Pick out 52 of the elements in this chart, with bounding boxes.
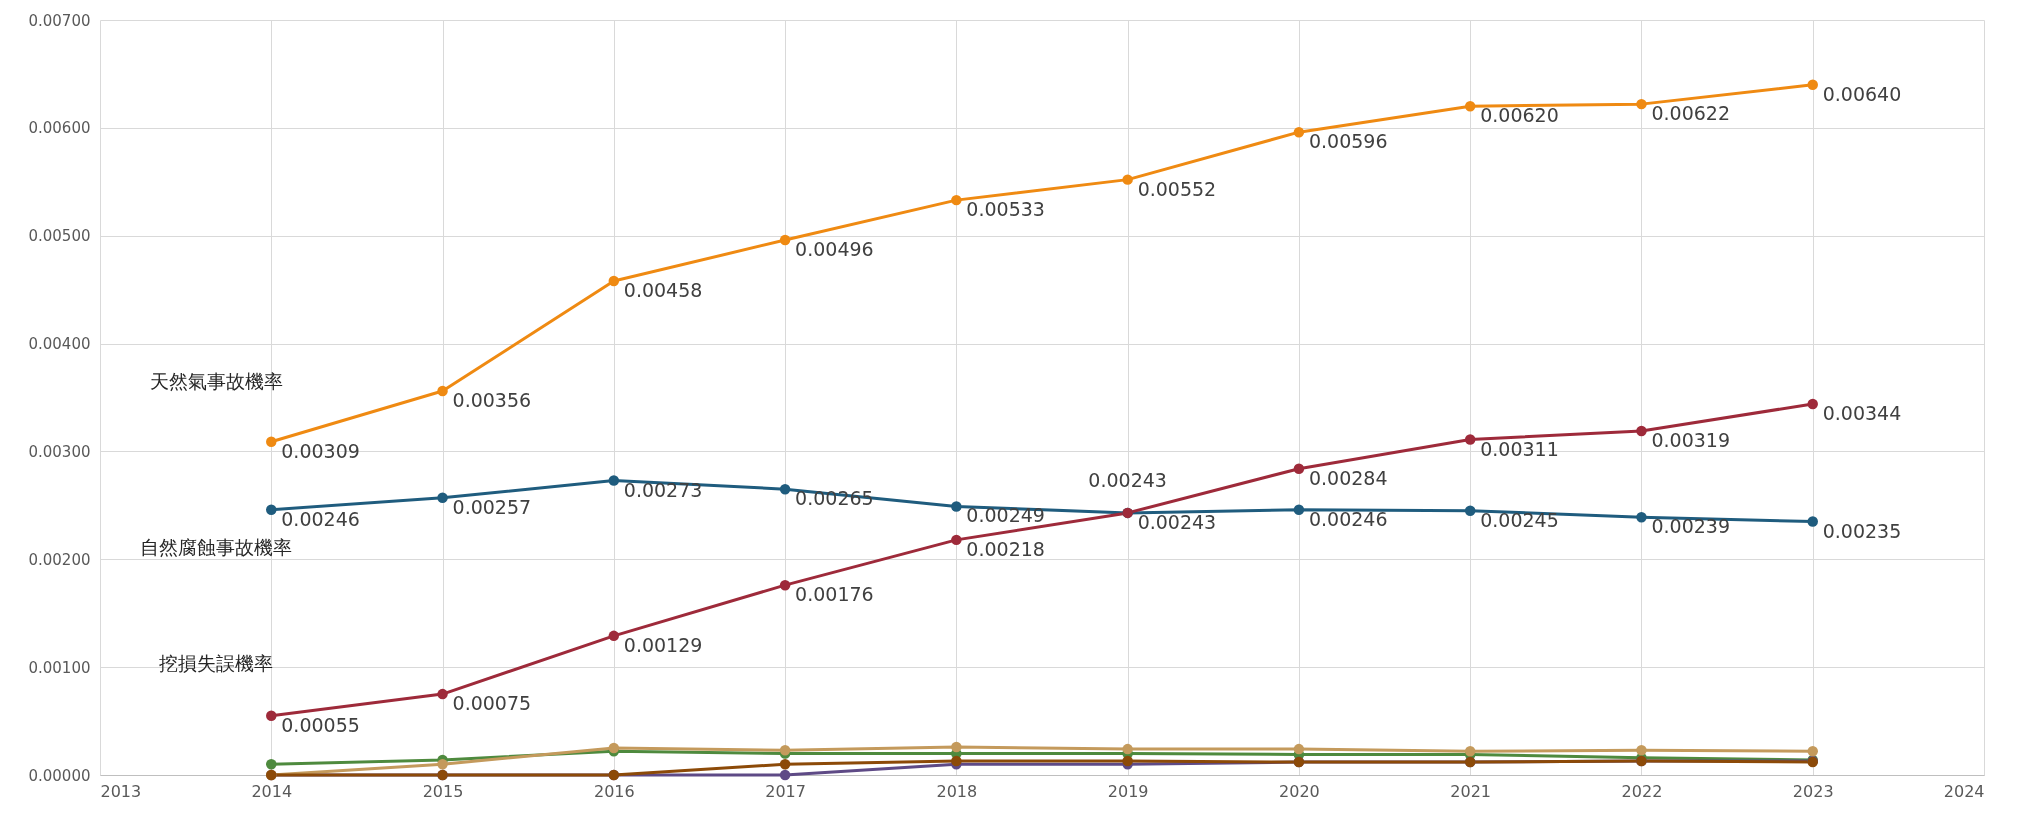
series-label: 自然腐蝕事故機率	[140, 535, 293, 558]
data-label: 0.00075	[452, 692, 532, 715]
data-label: 0.00246	[1308, 507, 1388, 530]
data-label: 0.00552	[1137, 177, 1217, 200]
data-label: 0.00249	[966, 504, 1045, 527]
data-label: 0.00496	[795, 238, 874, 261]
data-label: 0.00344	[1822, 401, 1902, 424]
data-label: 0.00257	[452, 495, 532, 518]
x-tick-label: 2020	[1279, 781, 1320, 801]
data-label: 0.00245	[1480, 508, 1559, 531]
x-tick-label: 2015	[422, 781, 464, 801]
data-label: 0.00356	[452, 389, 532, 412]
data-label: 0.00235	[1822, 519, 1902, 542]
data-label: 0.00129	[623, 633, 703, 656]
x-tick-label: 2014	[251, 781, 293, 801]
data-label: 0.00055	[281, 713, 360, 736]
data-label: 0.00596	[1308, 130, 1388, 153]
y-tick-label: 0.00700	[28, 11, 91, 30]
text: 天然氣事故機率	[149, 369, 283, 392]
x-tick-label: 2017	[765, 781, 806, 801]
data-label: 0.00620	[1480, 104, 1559, 127]
x-tick-label: 2022	[1621, 781, 1663, 801]
data-label: 0.00243	[1088, 468, 1167, 491]
y-tick-label: 0.00400	[28, 335, 91, 354]
data-label: 0.00273	[623, 478, 703, 501]
y-tick-label: 0.00000	[28, 766, 91, 785]
data-label: 0.00319	[1651, 428, 1731, 451]
y-tick-label: 0.00200	[28, 550, 91, 569]
x-tick-label: 2023	[1792, 781, 1834, 801]
data-label: 0.00284	[1308, 466, 1388, 489]
x-tick-label: 2019	[1107, 781, 1149, 801]
x-tick-label: 2016	[593, 781, 635, 801]
data-label: 0.00533	[966, 198, 1045, 221]
series-label: 挖損失誤機率	[159, 651, 274, 674]
y-tick-label: 0.00300	[28, 442, 91, 461]
x-tick-label: 2018	[936, 781, 978, 801]
x-tick-label: 2013	[100, 781, 142, 801]
x-tick-label: 2024	[1943, 781, 1985, 801]
data-label: 0.00246	[281, 507, 360, 530]
data-label: 0.00311	[1480, 437, 1559, 460]
data-label: 0.00218	[966, 537, 1045, 560]
data-label: 0.00309	[281, 439, 360, 462]
data-label: 0.00640	[1822, 82, 1902, 105]
data-label: 0.00176	[795, 583, 874, 606]
y-tick-label: 0.00500	[28, 227, 91, 246]
data-label: 0.00622	[1651, 102, 1731, 125]
data-label: 0.00239	[1651, 515, 1731, 538]
data-label: 0.00243	[1137, 510, 1217, 533]
y-tick-label: 0.00600	[28, 119, 91, 138]
x-tick-label: 2021	[1450, 781, 1492, 801]
data-label: 0.00458	[623, 279, 703, 302]
y-tick-label: 0.00100	[28, 658, 91, 677]
